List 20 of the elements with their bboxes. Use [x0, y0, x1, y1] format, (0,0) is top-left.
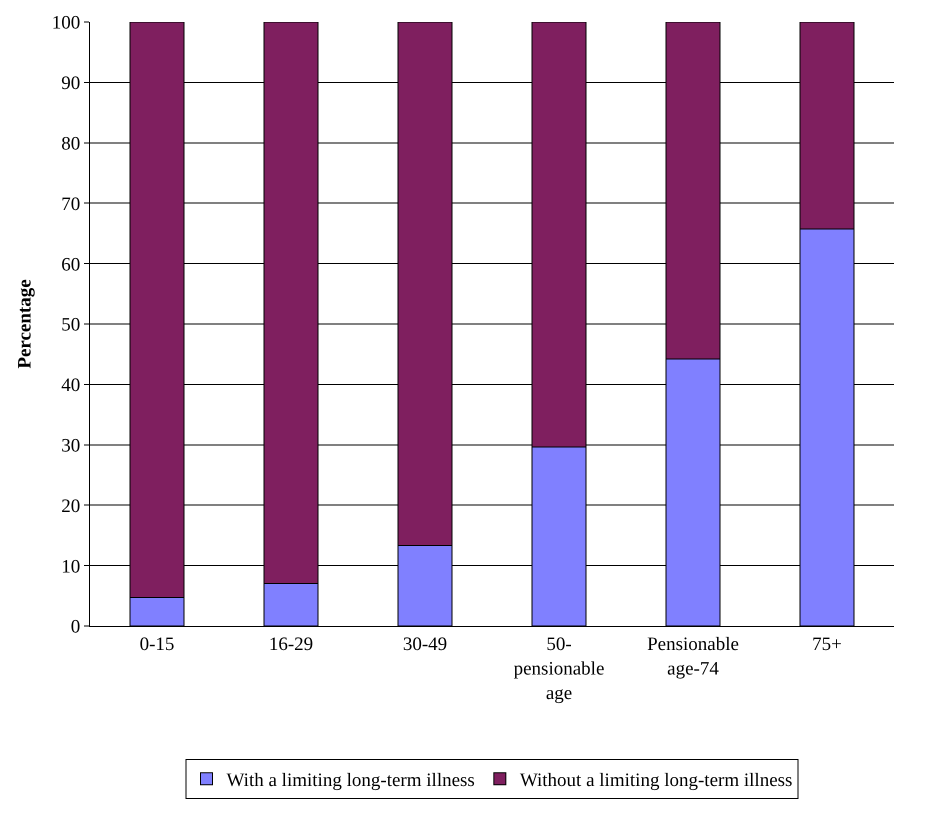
y-tick-label: 60 [61, 254, 80, 276]
y-tick-label: 100 [52, 12, 80, 34]
y-tick-label: 50 [61, 314, 80, 336]
y-tick-label: 30 [61, 435, 80, 456]
x-tick-label: 0-15 [140, 634, 174, 655]
y-tick-label: 40 [61, 375, 80, 396]
y-tick-label: 70 [61, 194, 80, 215]
legend-label: Without a limiting long-term illness [520, 770, 792, 792]
y-tick-label: 10 [61, 556, 80, 578]
y-tick-label: 20 [61, 496, 80, 517]
x-tick-label: 16-29 [268, 634, 314, 655]
legend-label: With a limiting long-term illness [226, 770, 475, 792]
x-tick-label: 50-pensionable age [514, 634, 604, 704]
x-tick-label: 75+ [812, 634, 842, 655]
y-axis-title: Percentage [14, 279, 36, 369]
y-tick-label: 0 [70, 616, 80, 638]
y-tick-label: 90 [61, 73, 80, 94]
x-tick-label: 30-49 [402, 634, 448, 655]
x-tick-label: Pensionable age-74 [647, 634, 739, 680]
y-tick-label: 80 [61, 133, 80, 154]
